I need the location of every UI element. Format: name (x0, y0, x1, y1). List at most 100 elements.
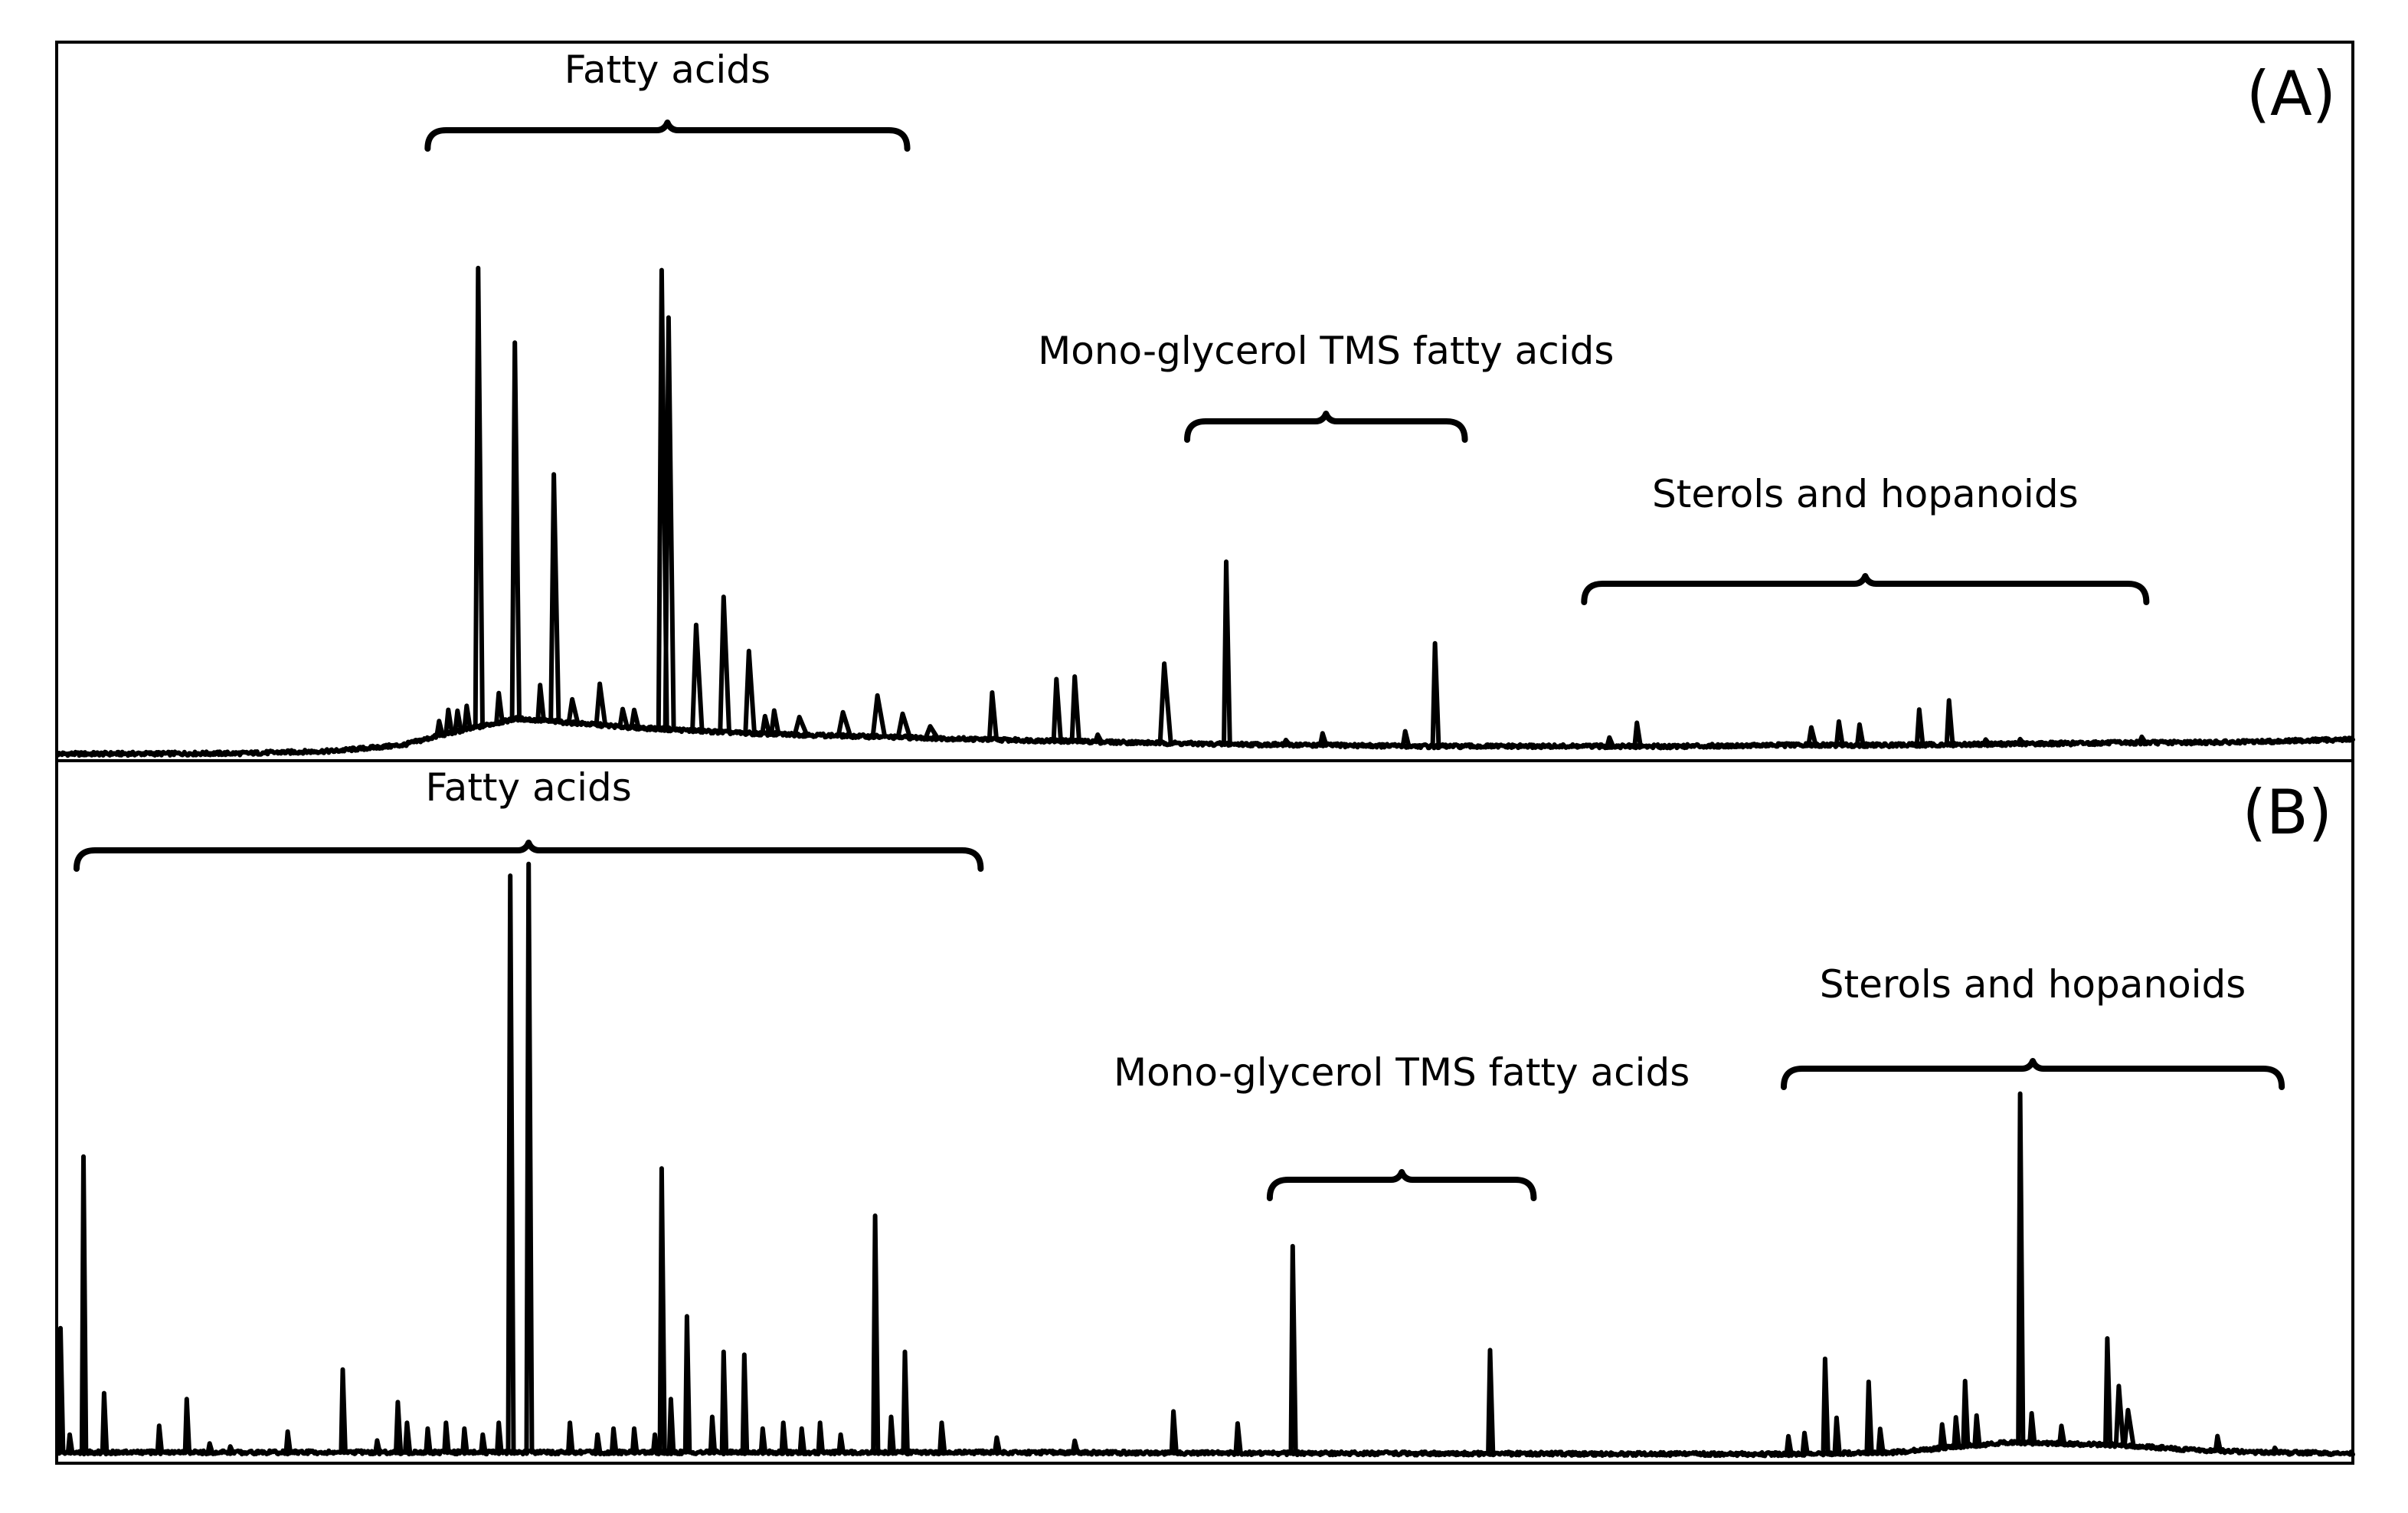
chromatogram-peak (2103, 1336, 2113, 1447)
region-bracket (424, 120, 911, 152)
chromatogram-peak (226, 1444, 236, 1455)
chromatogram-peak (1938, 1422, 1948, 1451)
chromatogram-peak (1961, 1378, 1971, 1449)
chromatogram-peak (1486, 1348, 1496, 1456)
chromatogram-peak (1288, 1243, 1298, 1456)
chromatogram-peak (1400, 729, 1412, 748)
chromatogram-peak (797, 1426, 807, 1455)
chromatogram-peak (460, 1426, 469, 1455)
chromatogram-peak (1832, 1415, 1842, 1456)
chromatogram-peak (743, 648, 757, 736)
chromatogram-peak (1806, 725, 1818, 748)
chromatogram-peak (630, 1426, 640, 1455)
chromatogram-peak (718, 594, 731, 735)
chromatogram-peak (434, 719, 446, 738)
chromatogram-peak (871, 1213, 881, 1455)
region-bracket (73, 840, 984, 872)
chromatogram-peak (424, 1426, 433, 1455)
region-bracket (1780, 1058, 2285, 1090)
chromatogram-peak (594, 1432, 603, 1455)
chromatogram-peak (1972, 1413, 1982, 1448)
chromatogram-peak (1070, 1438, 1081, 1456)
chromatogram-peak (524, 861, 535, 1455)
chromatogram-peak (937, 1420, 947, 1455)
panel-label: (A) (2246, 58, 2336, 129)
panel-frame (55, 759, 2354, 1465)
chromatogram-peak (1800, 1430, 1810, 1456)
chromatogram-peak (760, 713, 772, 736)
chromatogram-peak (2213, 1433, 2223, 1453)
chromatogram-peak (816, 1420, 825, 1455)
chromatogram-peak (1157, 661, 1173, 745)
chromatogram-peak (100, 1390, 110, 1455)
chromatogram-peak (1876, 1426, 1886, 1456)
chromatogram-peak (566, 1420, 575, 1455)
chromatogram-peak (2015, 736, 2027, 746)
chromatogram-peak (792, 715, 810, 737)
region-bracket (1581, 573, 2150, 605)
chromatogram-peak (1632, 720, 1643, 749)
chromatogram-peak (473, 265, 485, 729)
chromatogram-peak (2057, 1423, 2067, 1446)
chromatogram-peak (986, 690, 1000, 742)
chromatogram-peak (505, 873, 516, 1455)
chromatogram-peak (548, 472, 561, 724)
chromatogram-peak (594, 681, 608, 728)
chromatogram-peak (1281, 738, 1292, 748)
chromatogram-peak (373, 1438, 382, 1455)
region-label: Mono-glycerol TMS fatty acids (1114, 1050, 1690, 1095)
chromatogram-peak (283, 1429, 293, 1455)
chromatogram-peak (758, 1426, 768, 1455)
chromatogram-peak (1430, 640, 1441, 749)
chromatogram-peak (690, 622, 705, 733)
chromatogram-peak (1981, 737, 1992, 747)
chromatogram-peak (79, 1154, 89, 1455)
region-bracket (1184, 411, 1468, 443)
chromatogram-peak (1069, 674, 1081, 744)
chromatogram-peak (609, 1426, 619, 1455)
chromatogram-peak (1914, 707, 1925, 748)
chromatogram-peak (836, 1432, 846, 1455)
chromatogram-peak (535, 683, 546, 723)
chromatogram-baseline (56, 1439, 2355, 1459)
chromatogram-peak (719, 1349, 729, 1455)
chromatogram-peak (155, 1423, 165, 1455)
region-bracket (1266, 1169, 1537, 1201)
chromatogram-peak (394, 1400, 404, 1455)
chromatogram-peak (836, 709, 853, 738)
chromatogram-peak (1317, 731, 1329, 748)
chromatogram-peak (1233, 1421, 1243, 1456)
chromatogram-peak (339, 1367, 348, 1455)
chromatogram-peak (205, 1441, 215, 1455)
chromatogram-peak (1944, 698, 1955, 747)
chromatogram-peak (629, 707, 641, 730)
chromatogram-peak (495, 1420, 504, 1455)
chromatogram-peak (1952, 1415, 1961, 1449)
chromatogram-peak (56, 1325, 66, 1455)
chromatogram-peak (494, 690, 505, 725)
chromatogram-peak (1821, 1356, 1831, 1456)
chromatogram-peak (2270, 1445, 2280, 1456)
chromatogram-peak (182, 1397, 192, 1455)
chromatogram-peak (2027, 1410, 2037, 1446)
chromatogram-peak (1222, 559, 1232, 747)
chromatogram-peak (2016, 1091, 2026, 1446)
chromatogram-peak (1605, 735, 1616, 749)
chromatogram-peak (1864, 1379, 1874, 1456)
chromatogram-peak (993, 1435, 1003, 1455)
region-label: Mono-glycerol TMS fatty acids (1038, 329, 1614, 373)
chromatogram-peak (617, 706, 630, 729)
chromatogram-peak (442, 1420, 451, 1455)
chromatogram-peak (870, 693, 888, 739)
chromatogram-peak (1093, 732, 1104, 745)
chromatogram-peak (682, 1314, 692, 1455)
chromatogram-peak (509, 340, 522, 722)
chromatogram-peak (740, 1352, 750, 1455)
chromatogram-peak (901, 1349, 910, 1455)
chromatogram-peak (1051, 676, 1063, 744)
chromatogram-panel-b: Fatty acids Mono-glycerol TMS fatty acids… (55, 759, 2355, 1465)
region-label: Sterols and hopanoids (1820, 962, 2246, 1007)
region-label: Sterols and hopanoids (1652, 472, 2079, 516)
chromatogram-peak (708, 1414, 718, 1455)
